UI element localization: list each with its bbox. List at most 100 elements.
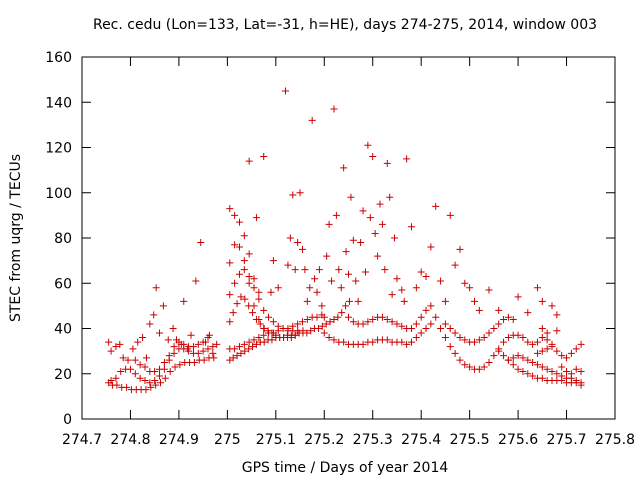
- x-tick-label: 275.3: [353, 432, 393, 448]
- data-point: [156, 372, 164, 380]
- data-point: [381, 266, 389, 274]
- data-point: [272, 331, 280, 339]
- x-tick-label: 275.7: [546, 432, 586, 448]
- data-point: [524, 309, 532, 317]
- data-point: [233, 352, 241, 360]
- data-point: [407, 223, 415, 231]
- data-point: [461, 279, 469, 287]
- data-point: [320, 313, 328, 321]
- data-point: [213, 340, 221, 348]
- data-point: [495, 306, 503, 314]
- data-point: [543, 336, 551, 344]
- data-point: [240, 340, 248, 348]
- data-point: [107, 347, 115, 355]
- data-point: [301, 266, 309, 274]
- data-point: [509, 361, 517, 369]
- data-point: [386, 193, 394, 201]
- data-point: [371, 229, 379, 237]
- data-point: [519, 354, 527, 362]
- data-point: [159, 302, 167, 310]
- data-point: [441, 334, 449, 342]
- data-point: [504, 313, 512, 321]
- data-point: [558, 352, 566, 360]
- data-point: [269, 318, 277, 326]
- x-axis-ticks: 274.7 274.8 274.9 275 275.1 275.2 275.3 275.4 27…: [62, 57, 635, 448]
- data-point: [577, 340, 585, 348]
- data-point: [369, 153, 377, 161]
- data-point: [268, 336, 276, 344]
- data-point: [400, 297, 408, 305]
- data-point: [359, 340, 367, 348]
- data-point: [572, 377, 580, 385]
- data-point: [441, 297, 449, 305]
- data-point: [255, 295, 263, 303]
- x-tick-label: 275: [214, 432, 241, 448]
- data-point: [490, 325, 498, 332]
- data-point: [553, 347, 561, 355]
- data-point: [509, 354, 517, 362]
- data-point: [337, 284, 345, 292]
- data-point: [291, 266, 299, 274]
- data-point: [170, 343, 178, 351]
- data-point: [403, 340, 411, 348]
- data-point: [112, 343, 120, 351]
- data-point: [164, 336, 172, 344]
- data-point: [538, 363, 546, 371]
- data-point: [330, 336, 338, 344]
- data-point: [417, 329, 425, 337]
- data-point: [229, 354, 237, 362]
- data-point: [267, 288, 275, 296]
- data-point: [199, 338, 207, 346]
- data-point: [235, 270, 243, 278]
- data-point: [398, 322, 406, 330]
- data-point: [249, 343, 257, 351]
- data-point: [250, 284, 258, 292]
- data-point: [274, 322, 282, 330]
- data-point: [548, 367, 556, 375]
- data-point: [485, 329, 493, 337]
- data-point: [269, 257, 277, 265]
- data-point: [514, 352, 522, 360]
- data-point: [376, 200, 384, 208]
- data-point: [361, 268, 369, 276]
- y-tick-label: 20: [54, 367, 72, 383]
- data-point: [209, 349, 217, 357]
- data-point: [199, 347, 207, 355]
- data-point: [226, 318, 234, 326]
- data-point: [345, 313, 352, 321]
- data-point: [335, 266, 343, 274]
- data-point: [210, 354, 218, 362]
- data-point: [548, 340, 556, 348]
- data-point: [318, 322, 326, 330]
- data-points: [105, 87, 585, 394]
- data-point: [480, 334, 488, 342]
- data-point: [298, 318, 306, 326]
- data-point: [146, 379, 154, 387]
- data-point: [456, 356, 464, 364]
- data-point: [131, 370, 139, 378]
- data-point: [495, 320, 503, 328]
- data-point: [265, 329, 273, 337]
- data-point: [294, 320, 302, 328]
- data-point: [156, 379, 164, 387]
- data-point: [245, 272, 253, 280]
- data-point: [189, 343, 197, 351]
- data-point: [529, 358, 537, 366]
- data-point: [170, 349, 178, 357]
- data-point: [342, 248, 350, 256]
- data-point: [237, 349, 245, 357]
- data-point: [330, 105, 338, 113]
- data-point: [116, 340, 124, 348]
- x-tick-label: 275.6: [498, 432, 538, 448]
- data-point: [334, 313, 342, 321]
- data-point: [231, 211, 239, 219]
- data-point: [519, 334, 527, 342]
- data-point: [417, 313, 425, 321]
- data-point: [255, 315, 263, 323]
- data-point: [403, 155, 411, 163]
- data-point: [352, 277, 360, 285]
- data-point: [231, 279, 239, 287]
- data-point: [475, 306, 483, 314]
